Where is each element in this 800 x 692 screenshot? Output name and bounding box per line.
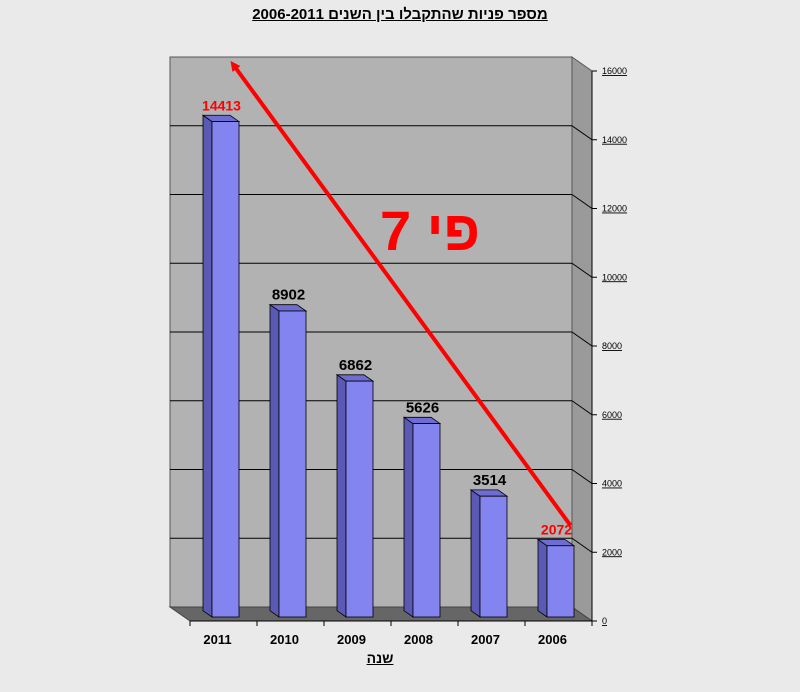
x-tick-label: 2008 xyxy=(404,632,433,647)
bar xyxy=(412,423,441,618)
bar-side xyxy=(269,303,280,618)
y-tick-label: 4000 xyxy=(602,479,622,489)
bar xyxy=(278,310,307,618)
x-tick-label: 2010 xyxy=(270,632,299,647)
y-tick-label: 2000 xyxy=(602,547,622,557)
x-tick-label: 2007 xyxy=(471,632,500,647)
bar-side xyxy=(336,374,347,618)
bar xyxy=(479,495,508,618)
x-axis-title: שנה xyxy=(366,650,394,666)
y-tick-label: 6000 xyxy=(602,410,622,420)
y-tick-label: 0 xyxy=(602,616,607,626)
bar-side xyxy=(537,538,548,618)
y-tick-label: 12000 xyxy=(602,204,627,214)
x-tick-label: 2009 xyxy=(337,632,366,647)
y-tick-label: 10000 xyxy=(602,272,627,282)
gridline xyxy=(571,537,593,553)
bar-side xyxy=(403,416,414,618)
y-tick-label: 16000 xyxy=(602,66,627,76)
gridline xyxy=(571,400,593,416)
gridline xyxy=(571,469,593,484)
x-tick-label: 2011 xyxy=(203,632,231,647)
data-label: 8902 xyxy=(272,287,305,304)
data-label: 5626 xyxy=(406,399,439,416)
gridline xyxy=(571,262,593,278)
bar-side xyxy=(202,114,213,618)
growth-annotation: פי 7 xyxy=(380,199,480,262)
data-label: 2072 xyxy=(541,521,572,537)
gridline xyxy=(571,194,593,209)
chart-title: מספר פניות שהתקבלו בין השנים 2006-2011 xyxy=(252,6,548,23)
data-label: 14413 xyxy=(202,97,241,113)
bar xyxy=(546,545,575,618)
bar-side xyxy=(470,489,481,618)
y-tick-label: 14000 xyxy=(602,135,627,145)
data-label: 3514 xyxy=(473,472,507,489)
gridline xyxy=(571,125,593,141)
bar xyxy=(345,380,374,618)
x-tick-label: 2006 xyxy=(538,632,567,647)
y-tick-label: 8000 xyxy=(602,341,622,351)
data-label: 6862 xyxy=(339,357,372,374)
gridline xyxy=(571,331,593,347)
growth-arrow xyxy=(230,60,573,527)
bar xyxy=(211,121,240,618)
